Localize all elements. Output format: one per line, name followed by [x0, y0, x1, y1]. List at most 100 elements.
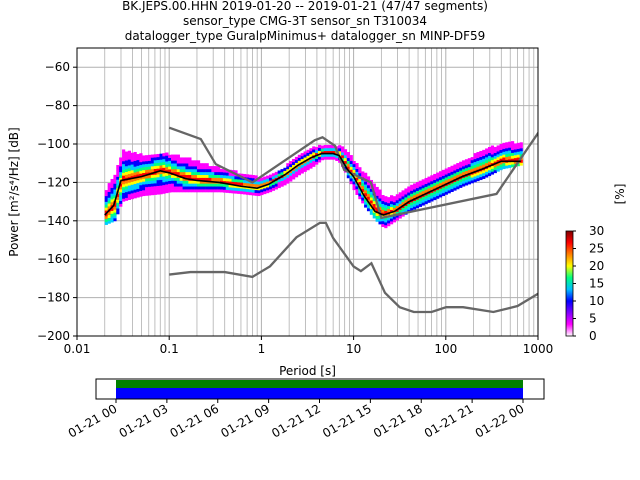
- density-cell: [387, 205, 391, 209]
- density-cell: [496, 148, 500, 152]
- density-cell: [153, 160, 157, 164]
- density-cell: [130, 181, 134, 185]
- density-cell: [436, 195, 440, 199]
- density-cell: [194, 171, 198, 176]
- density-cell: [133, 160, 137, 164]
- colorbar-label: [%]: [613, 184, 627, 205]
- density-cell: [188, 168, 192, 173]
- density-cell: [366, 205, 371, 209]
- density-cell: [516, 148, 520, 152]
- density-cell: [436, 189, 440, 194]
- density-cell: [421, 179, 425, 183]
- density-cell: [511, 141, 515, 145]
- density-cell: [165, 169, 169, 173]
- density-cell: [505, 148, 509, 152]
- density-cell: [364, 204, 368, 208]
- density-cell: [176, 168, 180, 173]
- density-cell: [502, 162, 506, 167]
- density-cell: [225, 183, 229, 188]
- density-cell: [358, 181, 362, 185]
- density-cell: [133, 195, 137, 199]
- psd-segments-band: [116, 388, 523, 399]
- density-cell: [369, 194, 374, 198]
- density-cell: [124, 197, 129, 201]
- density-cell: [343, 166, 348, 170]
- density-cell: [352, 181, 356, 185]
- density-cell: [110, 187, 114, 191]
- density-cell: [444, 174, 448, 178]
- density-cell: [430, 183, 434, 188]
- density-cell: [182, 157, 186, 161]
- colorbar-tick-label: 0: [589, 329, 597, 343]
- density-cell: [127, 196, 131, 200]
- density-cell: [505, 162, 509, 166]
- density-cell: [286, 177, 290, 181]
- density-cell: [179, 186, 183, 190]
- density-cell: [369, 200, 374, 204]
- density-cell: [271, 187, 276, 191]
- density-cell: [462, 171, 466, 176]
- density-cell: [179, 163, 183, 167]
- density-cell: [104, 201, 108, 205]
- density-cell: [309, 148, 313, 152]
- density-cell: [326, 150, 330, 154]
- density-cell: [283, 170, 287, 174]
- density-cell: [127, 159, 131, 163]
- density-cell: [320, 154, 325, 158]
- density-cell: [508, 141, 512, 145]
- density-cell: [473, 167, 477, 171]
- density-cell: [280, 180, 284, 184]
- density-cell: [292, 176, 296, 180]
- density-cell: [156, 177, 160, 181]
- density-cell: [145, 158, 149, 162]
- density-cell: [387, 217, 391, 221]
- density-cell: [205, 174, 209, 178]
- density-cell: [476, 157, 480, 161]
- density-cell: [240, 182, 244, 186]
- density-cell: [496, 156, 500, 161]
- colorbar-tick-label: 25: [589, 242, 604, 256]
- density-cell: [133, 151, 137, 156]
- density-cell: [323, 153, 327, 157]
- density-cell: [375, 215, 379, 219]
- density-cell: [179, 168, 183, 173]
- density-cell: [349, 178, 353, 182]
- x-tick-label: 100: [434, 342, 457, 356]
- density-cell: [418, 203, 422, 207]
- density-cell: [127, 165, 131, 169]
- density-cell: [171, 160, 175, 164]
- density-cell: [485, 157, 489, 161]
- density-cell: [208, 171, 212, 176]
- density-cell: [436, 178, 440, 182]
- density-cell: [513, 154, 518, 159]
- density-cell: [116, 185, 120, 189]
- density-cell: [364, 184, 368, 188]
- density-cell: [234, 170, 238, 174]
- density-cell: [139, 153, 143, 157]
- density-cell: [450, 177, 454, 181]
- density-cell: [202, 180, 206, 184]
- density-cell: [185, 171, 189, 176]
- density-cell: [145, 178, 149, 182]
- density-cell: [113, 206, 117, 210]
- density-cell: [280, 169, 284, 173]
- density-cell: [482, 170, 486, 174]
- density-cell: [485, 151, 489, 155]
- density-cell: [162, 164, 166, 168]
- density-cell: [173, 186, 178, 190]
- density-cell: [516, 151, 520, 155]
- density-cell: [245, 188, 250, 192]
- density-cell: [366, 193, 371, 197]
- density-cell: [456, 165, 460, 170]
- density-cell: [133, 163, 137, 167]
- density-cell: [139, 164, 143, 168]
- density-cell: [502, 148, 506, 152]
- density-cell: [320, 157, 325, 161]
- density-cell: [436, 192, 440, 196]
- density-cell: [162, 153, 166, 157]
- density-cell: [191, 163, 195, 167]
- density-cell: [413, 194, 417, 199]
- density-cell: [366, 184, 371, 189]
- density-cell: [136, 159, 140, 163]
- density-cell: [124, 171, 129, 175]
